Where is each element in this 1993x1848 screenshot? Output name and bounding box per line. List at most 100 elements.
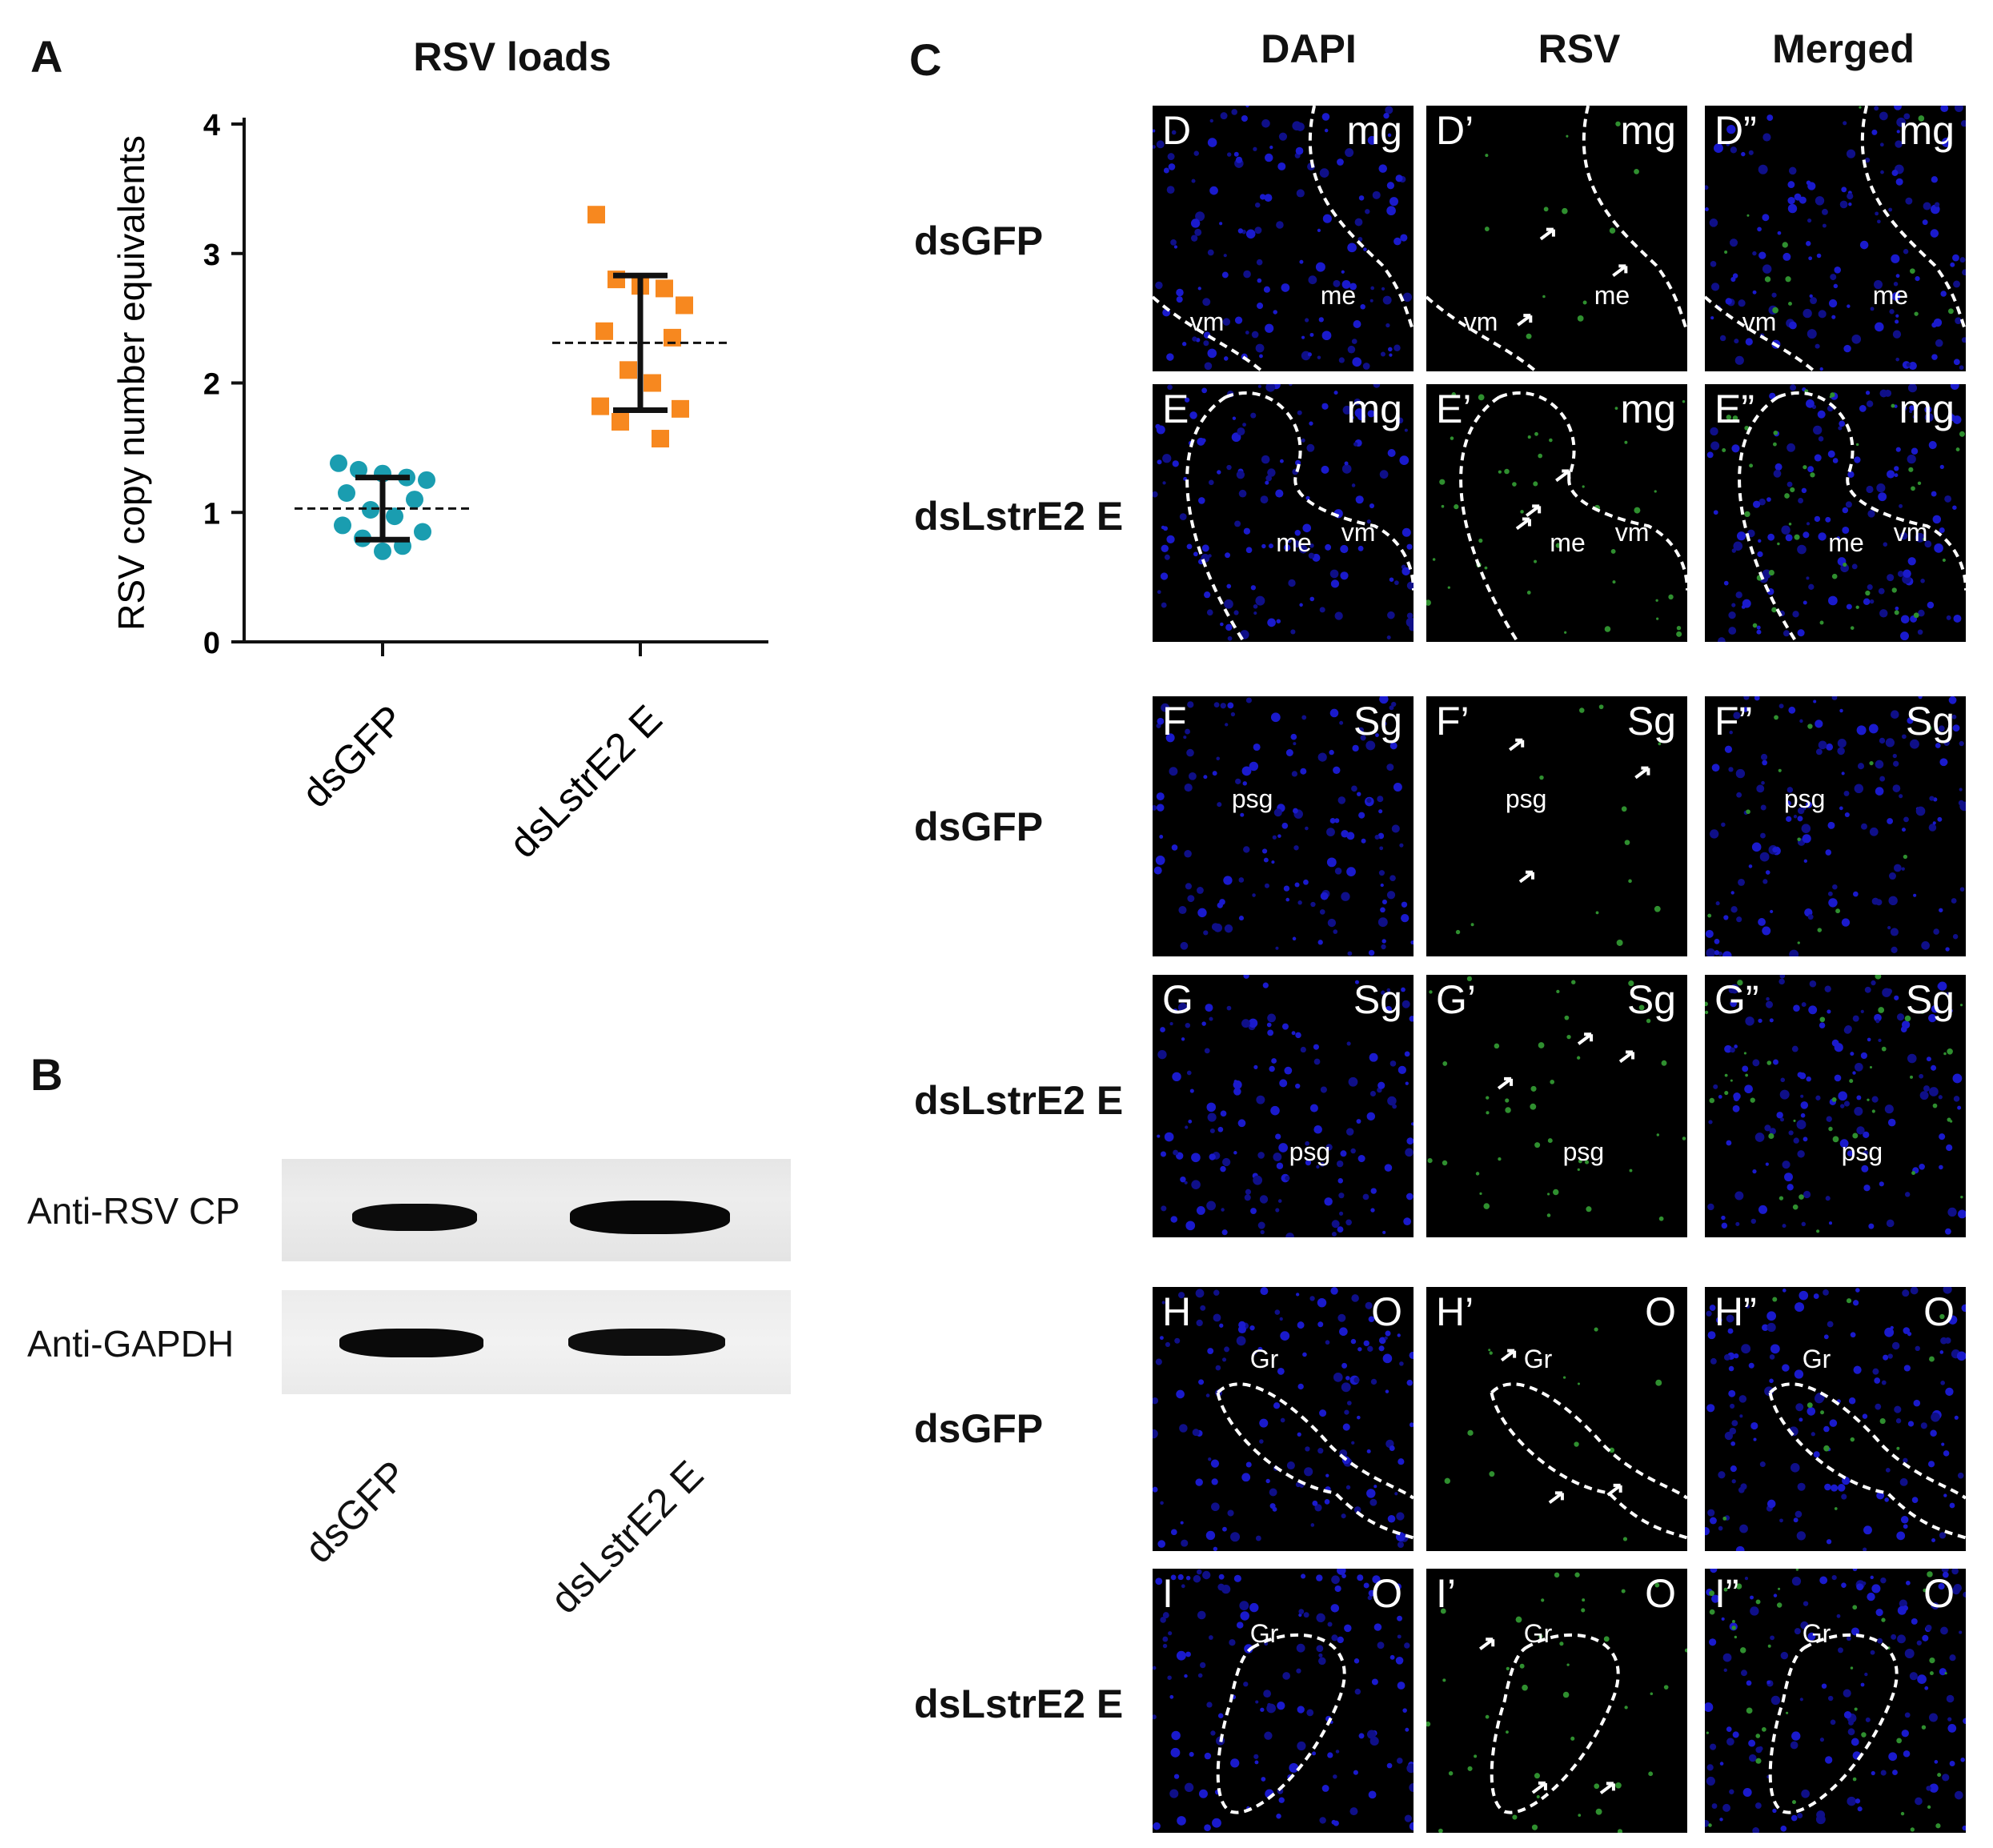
nucleus-dot <box>1381 939 1386 944</box>
nucleus-dot <box>1253 1351 1257 1355</box>
blot-row-label-gapdh: Anti-GAPDH <box>27 1323 235 1365</box>
row-label: dsLstrE2 E <box>914 1682 1124 1726</box>
rsv-signal-dot <box>1494 1043 1500 1049</box>
nucleus-dot <box>1888 872 1896 880</box>
nucleus-dot <box>1297 900 1302 905</box>
nucleus-dot <box>1910 739 1919 749</box>
rsv-signal-dot <box>1648 1771 1654 1777</box>
nucleus-dot <box>1853 1365 1862 1374</box>
nucleus-dot <box>1260 1707 1265 1712</box>
nucleus-dot <box>1854 1106 1863 1116</box>
data-point <box>620 361 637 379</box>
nucleus-dot <box>1915 532 1925 543</box>
nucleus-dot <box>1931 1064 1937 1071</box>
rsv-signal-dot <box>1865 590 1871 596</box>
nucleus-dot <box>1347 243 1357 253</box>
nucleus-dot <box>1887 1118 1896 1127</box>
nucleus-dot <box>1337 1569 1346 1575</box>
nucleus-dot <box>1878 492 1887 502</box>
nucleus-dot <box>1728 1365 1734 1372</box>
rsv-signal-dot <box>1923 537 1926 541</box>
nucleus-dot <box>1947 1207 1957 1217</box>
micrograph-image <box>1705 1287 1966 1551</box>
nucleus-dot <box>1758 1018 1762 1024</box>
nucleus-dot <box>1751 842 1762 852</box>
rsv-signal-dot <box>1764 276 1771 283</box>
rsv-signal-dot <box>1638 1004 1645 1011</box>
nucleus-dot <box>1402 567 1410 576</box>
nucleus-dot <box>1705 1819 1710 1827</box>
nucleus-dot <box>1237 427 1245 436</box>
nucleus-dot <box>1389 1445 1395 1452</box>
nucleus-dot <box>1195 1478 1203 1486</box>
data-point <box>418 471 435 489</box>
tissue-label: O <box>1645 1571 1676 1616</box>
nucleus-dot <box>1276 221 1284 229</box>
nucleus-dot <box>1769 1354 1775 1360</box>
nucleus-dot <box>1726 1314 1734 1323</box>
nucleus-dot <box>1947 1717 1952 1722</box>
nucleus-dot <box>1325 543 1332 551</box>
nucleus-dot <box>1903 816 1909 823</box>
nucleus-dot <box>1370 286 1374 291</box>
nucleus-dot <box>1385 1389 1389 1393</box>
nucleus-dot <box>1796 1531 1807 1541</box>
nucleus-dot <box>1728 767 1734 772</box>
rsv-signal-dot <box>1527 435 1531 439</box>
data-point <box>587 206 605 224</box>
nucleus-dot <box>1185 1125 1189 1129</box>
nucleus-dot <box>1826 1539 1832 1545</box>
nucleus-dot <box>1948 696 1957 704</box>
nucleus-dot <box>1707 1509 1715 1517</box>
chart-title: RSV loads <box>413 34 612 79</box>
rsv-signal-dot <box>1604 626 1611 632</box>
nucleus-dot <box>1196 1206 1205 1215</box>
nucleus-dot <box>1381 287 1385 291</box>
nucleus-dot <box>1269 1065 1275 1072</box>
nucleus-dot <box>1267 1013 1277 1023</box>
nucleus-dot <box>1353 1377 1360 1383</box>
nucleus-dot <box>1765 1000 1774 1008</box>
nucleus-dot <box>1942 1774 1950 1782</box>
nucleus-dot <box>1922 1634 1929 1642</box>
arrow-icon <box>1612 264 1628 278</box>
rsv-signal-dot <box>1614 407 1618 410</box>
panel-c-letter: C <box>909 34 942 85</box>
rsv-signal-dot <box>1578 1814 1582 1817</box>
nucleus-dot <box>1329 818 1336 824</box>
nucleus-dot <box>1896 1531 1906 1541</box>
nucleus-dot <box>1189 1751 1194 1758</box>
nucleus-dot <box>1928 441 1937 450</box>
nucleus-dot <box>1338 1193 1345 1199</box>
rsv-signal-dot <box>1624 1706 1628 1710</box>
nucleus-dot <box>1353 320 1361 328</box>
nucleus-dot <box>1913 893 1917 897</box>
nucleus-dot <box>1899 503 1903 508</box>
nucleus-dot <box>1346 1041 1351 1046</box>
rsv-signal-dot <box>1586 1206 1592 1213</box>
nucleus-dot <box>1954 106 1963 112</box>
nucleus-dot <box>1868 1223 1875 1229</box>
rsv-signal-dot <box>1634 169 1639 174</box>
y-tick-label: 3 <box>203 239 220 272</box>
nucleus-dot <box>1346 867 1356 877</box>
nucleus-dot <box>1275 489 1284 498</box>
nucleus-dot <box>1773 1059 1779 1065</box>
nucleus-dot <box>1206 1702 1213 1708</box>
nucleus-dot <box>1231 432 1241 443</box>
nucleus-dot <box>1402 527 1411 537</box>
nucleus-dot <box>1815 196 1825 206</box>
row-label: dsGFP <box>914 218 1044 263</box>
nucleus-dot <box>1173 1774 1180 1779</box>
nucleus-dot <box>1814 515 1821 523</box>
nucleus-dot <box>1893 760 1899 767</box>
nucleus-dot <box>1725 298 1732 305</box>
nucleus-dot <box>1955 317 1962 324</box>
nucleus-dot <box>1276 1814 1281 1819</box>
nucleus-dot <box>1771 292 1777 298</box>
nucleus-dot <box>1752 1827 1760 1833</box>
nucleus-dot <box>1788 1130 1794 1136</box>
nucleus-dot <box>1297 1432 1301 1437</box>
nucleus-dot <box>1902 1289 1910 1297</box>
rsv-signal-dot <box>1803 465 1807 470</box>
